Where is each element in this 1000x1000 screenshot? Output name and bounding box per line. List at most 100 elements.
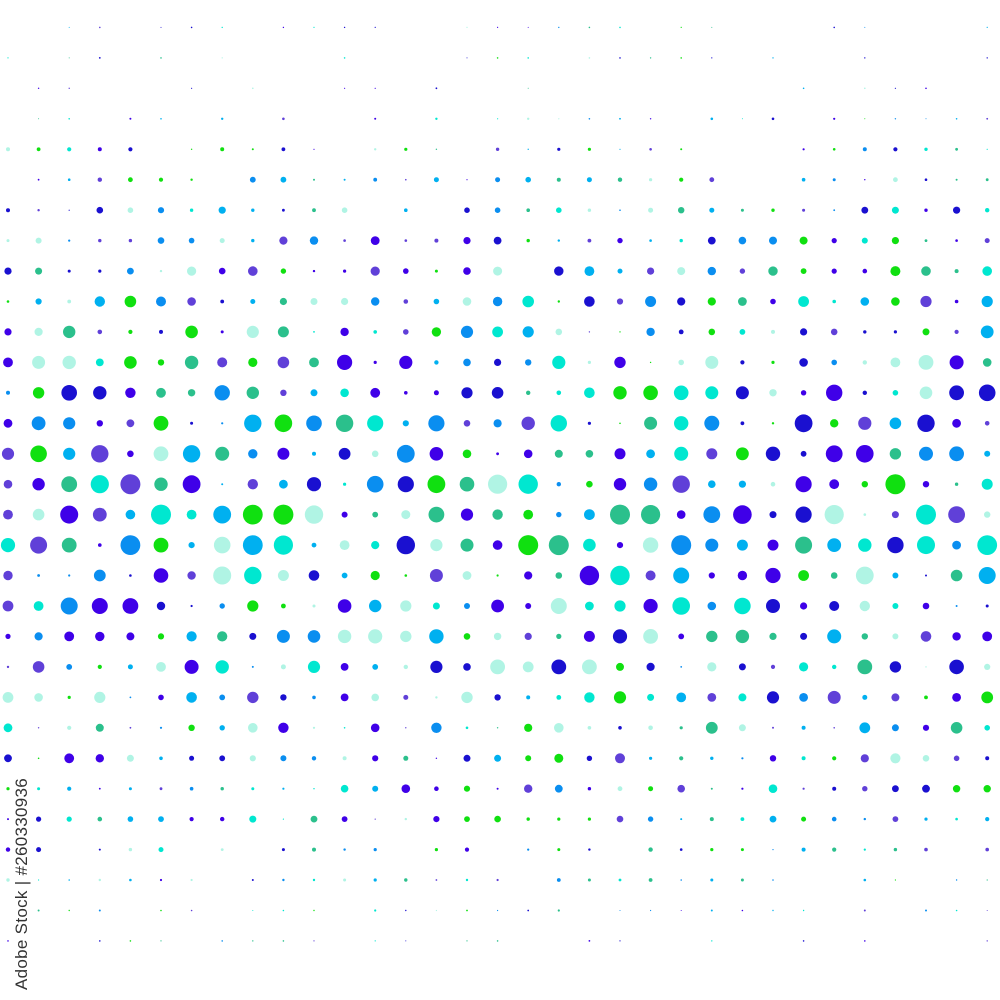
dot	[677, 784, 685, 793]
dot	[891, 297, 900, 306]
dot	[307, 660, 321, 674]
dot	[282, 818, 284, 820]
dot	[643, 385, 658, 401]
dot	[982, 266, 992, 276]
dot	[615, 753, 625, 764]
dot	[339, 540, 350, 550]
dot	[120, 535, 141, 555]
dot	[307, 630, 321, 643]
dot	[340, 388, 349, 398]
dot	[767, 539, 779, 551]
dot	[97, 816, 103, 822]
dot	[863, 817, 866, 821]
dot	[673, 385, 689, 401]
dot	[187, 297, 196, 306]
dot	[917, 414, 935, 432]
dot	[249, 632, 257, 640]
dot	[710, 878, 714, 882]
dot	[97, 147, 102, 152]
dot	[374, 148, 377, 151]
dot	[129, 940, 132, 942]
dot	[769, 389, 777, 397]
dot	[893, 177, 898, 183]
dot	[400, 630, 412, 643]
dot	[679, 848, 683, 851]
dot	[922, 481, 930, 488]
dot	[464, 847, 470, 852]
dot	[157, 207, 165, 214]
dot	[710, 787, 713, 790]
dot	[312, 847, 316, 852]
dot	[616, 298, 624, 305]
dot	[120, 474, 141, 495]
dot	[705, 538, 719, 552]
dot	[588, 940, 591, 942]
dot	[920, 631, 932, 642]
dot	[396, 444, 415, 463]
dot	[341, 511, 348, 518]
dot	[802, 940, 805, 942]
dot	[769, 815, 777, 823]
dot	[372, 785, 379, 792]
dot	[129, 726, 132, 729]
dot	[219, 694, 226, 701]
dot	[949, 446, 964, 462]
dot	[771, 329, 775, 334]
dot	[68, 118, 70, 120]
dot	[280, 755, 287, 762]
dot	[466, 57, 468, 59]
dot	[160, 909, 162, 912]
dot	[493, 632, 502, 641]
dot	[61, 537, 77, 553]
dot	[831, 816, 837, 822]
dot	[428, 506, 445, 523]
dot	[554, 266, 564, 276]
dot	[186, 692, 197, 703]
dot	[648, 725, 653, 731]
dot	[463, 358, 471, 367]
dot	[801, 725, 806, 730]
dot	[649, 178, 653, 182]
dot	[492, 509, 503, 520]
dot	[735, 386, 749, 400]
dot	[252, 910, 254, 911]
dot	[680, 818, 683, 821]
dot	[404, 239, 408, 242]
dot	[527, 87, 529, 89]
dot	[158, 847, 164, 853]
dot	[277, 447, 290, 460]
dot	[734, 597, 751, 615]
dot	[186, 509, 197, 520]
dot	[403, 755, 409, 761]
dot	[122, 598, 139, 614]
dot	[403, 329, 409, 335]
dot	[402, 420, 409, 427]
dot	[340, 327, 349, 337]
dot	[0, 538, 16, 553]
dot	[370, 236, 380, 246]
dot	[343, 727, 346, 729]
dot	[372, 755, 379, 762]
dot	[242, 535, 263, 555]
dot	[526, 208, 530, 212]
dot	[188, 542, 195, 549]
dot	[340, 784, 349, 793]
dot	[955, 147, 958, 151]
dot	[827, 690, 841, 704]
dot	[281, 147, 286, 152]
dot	[613, 478, 627, 491]
dot	[491, 599, 504, 613]
dot	[954, 329, 959, 334]
dot	[586, 177, 592, 183]
dot	[34, 693, 43, 702]
dot	[247, 691, 259, 704]
dot	[619, 148, 621, 150]
dot	[890, 357, 901, 368]
dot	[159, 726, 163, 729]
dot	[707, 297, 716, 306]
dot	[798, 570, 809, 581]
dot	[343, 239, 346, 242]
dot	[404, 391, 408, 395]
dot	[369, 599, 382, 613]
dot	[955, 239, 958, 242]
